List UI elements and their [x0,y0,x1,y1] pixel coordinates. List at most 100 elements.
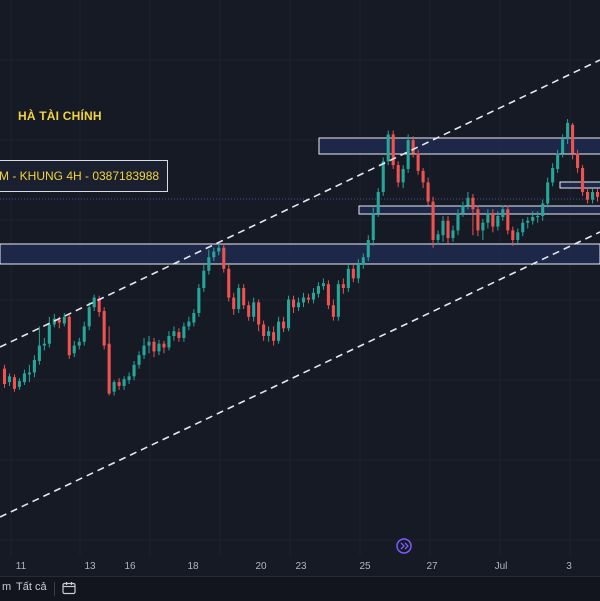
candle-16 [82,321,86,346]
candle-body [311,292,316,300]
candle-56 [282,316,286,333]
toolbar-divider [54,582,55,596]
candle-100 [501,205,505,221]
candle-body [301,297,306,303]
x-tick-label: 16 [124,561,136,572]
candle-112 [561,134,565,158]
candle-33 [167,331,171,351]
candle-body [556,153,560,169]
zone-demand[interactable] [0,243,600,265]
candle-body [252,302,256,317]
candle-107 [536,211,540,223]
candle-body [546,182,550,204]
calendar-icon[interactable] [62,581,76,595]
candle-body [356,264,360,279]
candle-82 [411,136,415,158]
candle-body [147,341,151,346]
candle-body [436,234,440,240]
candle-18 [92,294,96,312]
candle-body [396,165,400,183]
candle-body [217,247,221,252]
candle-28 [142,337,146,360]
candle-body [92,297,96,308]
zone-mid[interactable] [358,205,600,215]
candle-body [511,230,515,240]
range-tab[interactable]: m [2,581,12,593]
candle-30 [152,337,156,358]
x-tick-label: 3 [566,561,572,572]
candle-body [202,270,206,288]
channel-upper-line[interactable] [0,59,600,348]
candle-body [516,232,520,240]
candle-29 [147,336,151,354]
candle-body [481,222,485,231]
candle-21 [107,326,111,396]
candle-body [286,299,291,329]
candle-body [142,345,146,356]
candle-110 [551,163,555,187]
candle-body [456,213,460,231]
candle-body [22,373,26,383]
candle-body [72,345,76,354]
candle-94 [471,193,475,236]
candle-67 [336,280,340,321]
candle-85 [426,177,430,206]
candle-body [97,298,101,312]
candle-88 [441,216,445,242]
candle-body [42,343,46,346]
candle-body [476,209,480,231]
candle-body [296,302,301,308]
candle-40 [202,264,206,292]
channel-lower-line[interactable] [0,231,600,518]
candle-84 [421,168,425,189]
candle-body [187,321,191,327]
candle-34 [172,326,176,341]
candle-body [521,222,525,233]
candle-body [267,331,271,336]
candle-74 [371,207,375,246]
candle-body [232,297,236,310]
candle-87 [436,230,440,245]
candle-3 [17,378,21,390]
candle-37 [187,316,191,331]
replay-icon[interactable] [396,538,412,554]
zone-small[interactable] [559,181,600,189]
candle-body [32,360,36,373]
all-range-tab[interactable]: Tất cả [16,581,47,593]
candle-body [62,316,66,324]
info-box[interactable]: M - KHUNG 4H - 0387183988 [0,160,168,192]
x-tick-label: 25 [359,561,371,572]
candle-body [341,284,345,288]
candle-body [496,216,500,227]
candle-body [152,341,156,352]
candle-83 [416,149,420,175]
candle-15 [77,337,81,350]
candle-111 [556,149,560,173]
candle-body [316,286,320,294]
candle-body [506,209,510,231]
candle-body [12,377,17,389]
candle-7 [37,326,41,365]
candle-body [192,312,196,323]
x-tick-label: 18 [187,561,199,572]
candle-body [416,153,420,171]
candle-body [172,331,176,336]
candle-body [112,382,116,392]
candle-119 [595,188,600,202]
chart-background [0,0,600,576]
candle-95 [476,205,480,237]
candle-body [87,307,91,327]
candle-69 [346,264,350,292]
candle-109 [546,177,550,208]
candle-body [486,213,490,223]
candle-body [551,168,555,183]
candle-53 [267,326,271,342]
candle-86 [431,196,435,248]
candle-0 [2,364,7,388]
candle-46 [232,292,236,315]
candle-106 [531,211,535,225]
x-axis: 11 13 16 18 20 23 25 27 Jul 3 [16,561,572,572]
candle-body [52,318,56,325]
author-label: HÀ TÀI CHÍNH [18,109,102,123]
